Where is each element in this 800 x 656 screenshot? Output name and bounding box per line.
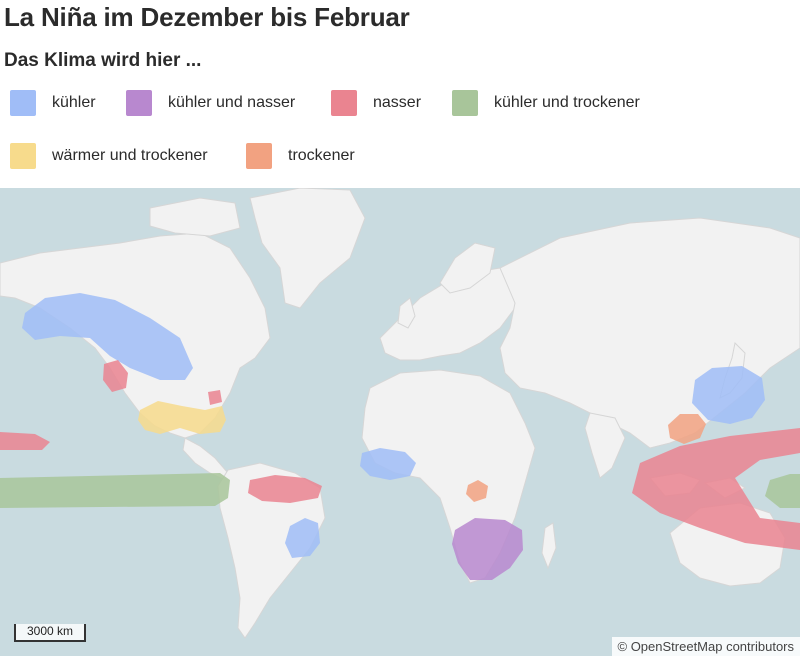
legend-swatch-drier bbox=[246, 143, 272, 169]
map-title: La Niña im Dezember bis Februar bbox=[4, 2, 410, 32]
zone-drier-south-china bbox=[668, 414, 706, 444]
legend-label-cooler-wetter: kühler und nasser bbox=[168, 94, 296, 111]
legend-label-wetter: nasser bbox=[373, 94, 422, 111]
legend-item-cooler-drier: kühler und trockener bbox=[452, 88, 640, 118]
scale-bar: 3000 km bbox=[14, 624, 86, 642]
zone-cooler-south-america-se bbox=[285, 518, 320, 558]
legend-item-wetter: nasser bbox=[331, 88, 421, 118]
map-attribution[interactable]: © OpenStreetMap contributors bbox=[611, 637, 800, 656]
zone-cooler-west-africa bbox=[360, 448, 416, 480]
legend-label-cooler: kühler bbox=[52, 94, 96, 111]
land-india bbox=[584, 412, 626, 479]
legend-subtitle: Das Klima wird hier ... bbox=[4, 50, 202, 71]
land-madagascar bbox=[541, 522, 557, 570]
legend-swatch-warmer-drier bbox=[10, 143, 36, 169]
legend: kühler kühler und nasser nasser kühler u… bbox=[0, 84, 800, 184]
land-canadian-islands bbox=[149, 197, 241, 237]
zone-cooler-drier-west-pacific bbox=[765, 474, 800, 508]
map-canvas[interactable] bbox=[0, 188, 800, 656]
legend-swatch-cooler bbox=[10, 90, 36, 116]
zone-wetter-maritime-continent bbox=[632, 428, 800, 550]
legend-label-drier: trockener bbox=[288, 147, 355, 164]
zone-warmer-drier-us-south bbox=[138, 401, 226, 434]
land-europe bbox=[379, 267, 521, 361]
zone-wetter-central-pacific bbox=[0, 432, 50, 450]
legend-swatch-cooler-drier bbox=[452, 90, 478, 116]
land-britain bbox=[397, 297, 416, 329]
zone-cooler-drier-eq-pacific bbox=[0, 473, 230, 508]
land-greenland bbox=[249, 188, 366, 309]
legend-swatch-wetter bbox=[331, 90, 357, 116]
zone-wetter-us-east bbox=[208, 390, 222, 405]
world-map[interactable]: 3000 km © OpenStreetMap contributors bbox=[0, 188, 800, 656]
zone-cooler-canada bbox=[22, 293, 193, 380]
climate-zones-layer bbox=[0, 293, 800, 580]
zone-wetter-south-america-north bbox=[248, 475, 322, 503]
zone-wetter-us-northwest bbox=[103, 360, 128, 392]
legend-item-drier: trockener bbox=[246, 141, 355, 171]
scale-label: 3000 km bbox=[26, 624, 74, 638]
legend-item-cooler-wetter: kühler und nasser bbox=[126, 88, 295, 118]
land-scandinavia bbox=[439, 242, 496, 294]
legend-label-cooler-drier: kühler und trockener bbox=[494, 94, 640, 111]
legend-item-cooler: kühler bbox=[10, 88, 96, 118]
zone-cooler-east-asia bbox=[692, 366, 765, 424]
legend-swatch-cooler-wetter bbox=[126, 90, 152, 116]
legend-label-warmer-drier: wärmer und trockener bbox=[52, 147, 208, 164]
zone-drier-east-africa bbox=[466, 480, 488, 502]
legend-item-warmer-drier: wärmer und trockener bbox=[10, 141, 208, 171]
zone-cooler-wetter-south-africa bbox=[452, 518, 523, 580]
land-layer bbox=[0, 188, 800, 639]
